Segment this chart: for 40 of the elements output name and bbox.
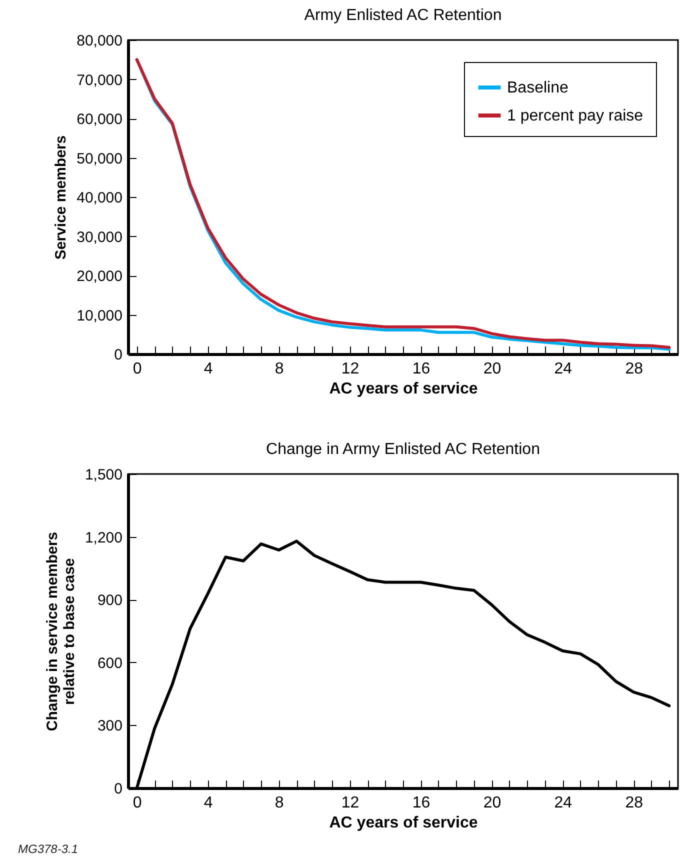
- y-tick-label: 10,000: [76, 307, 122, 324]
- y-tick-label: 1,200: [84, 529, 122, 546]
- x-tick-label: 28: [625, 360, 644, 378]
- x-tick-label: 24: [554, 360, 572, 378]
- text: MG378-3.1: [18, 842, 80, 856]
- y-tick-label: 70,000: [76, 72, 122, 89]
- y-tick-label: 1,500: [84, 466, 122, 484]
- x-tick-label: 8: [274, 794, 284, 812]
- y-tick-label: 900: [97, 592, 122, 610]
- y-axis-title: Change in service members relative to base case: [44, 532, 78, 732]
- y-axis-title: Service members: [52, 135, 70, 260]
- y-tick-label: 600: [97, 654, 122, 672]
- y-tick-label: 80,000: [76, 32, 122, 50]
- x-tick-label: 4: [204, 360, 213, 378]
- x-axis-title: AC years of service: [329, 814, 478, 832]
- y-tick-label: 40,000: [76, 190, 122, 206]
- y-tick-label: 20,000: [76, 268, 122, 285]
- y-tick-label: 0: [114, 780, 122, 798]
- y-tick-label: 0: [114, 346, 122, 364]
- x-tick-label: 12: [341, 794, 360, 812]
- x-tick-label: 20: [483, 360, 502, 378]
- x-tick-label: 0: [132, 360, 142, 378]
- y-tick-label: 30,000: [76, 228, 122, 246]
- x-tick-label: 16: [412, 794, 430, 812]
- x-tick-label: 28: [625, 794, 644, 812]
- x-tick-label: 12: [341, 360, 360, 378]
- x-tick-label: 20: [483, 794, 502, 812]
- x-tick-label: 4: [204, 794, 213, 812]
- x-tick-label: 16: [412, 360, 430, 378]
- x-tick-label: 0: [132, 794, 142, 812]
- chart-title: Army Enlisted AC Retention: [304, 7, 502, 24]
- y-tick-label: 50,000: [76, 150, 122, 168]
- chart-title: Change in Army Enlisted AC Retention: [266, 441, 540, 458]
- y-tick-label: 60,000: [76, 111, 122, 128]
- legend-label: 1 percent pay raise: [507, 108, 644, 124]
- x-axis-title: AC years of service: [329, 380, 478, 398]
- y-tick-label: 300: [97, 718, 122, 735]
- x-tick-label: 8: [274, 360, 284, 378]
- legend-label: Baseline: [507, 80, 568, 96]
- x-tick-label: 24: [554, 794, 572, 812]
